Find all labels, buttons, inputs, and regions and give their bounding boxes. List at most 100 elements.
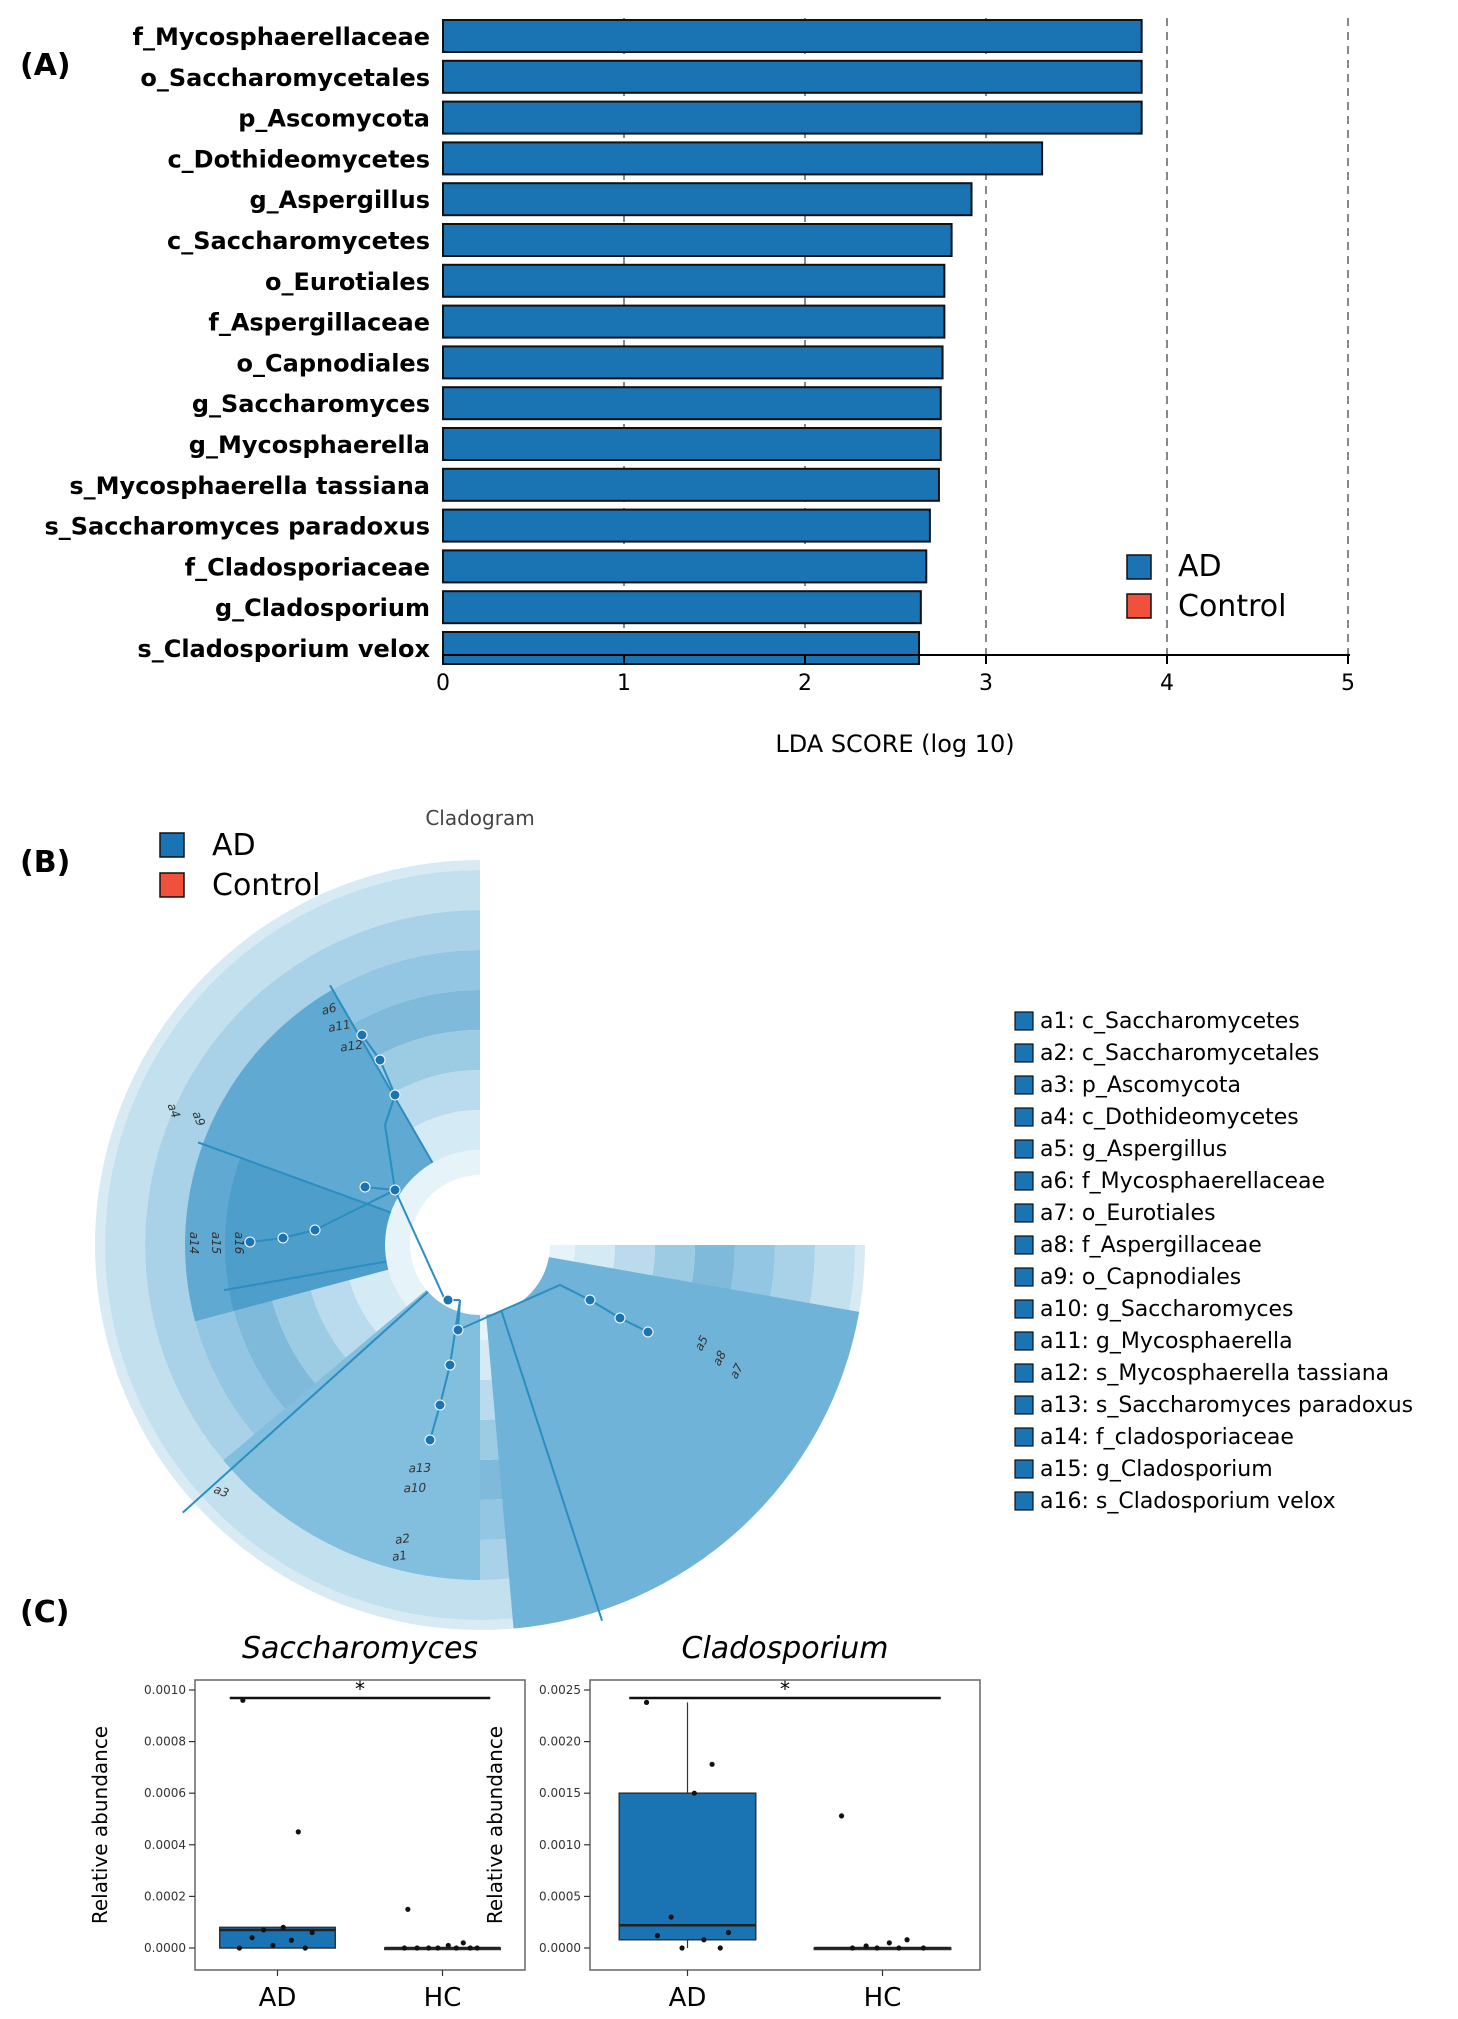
boxplot-point: [654, 1933, 661, 1939]
cladogram-key-entry: a11: g_Mycosphaerella: [1040, 1329, 1293, 1354]
lda-bar: [442, 386, 942, 421]
cladogram-node: [444, 1359, 456, 1371]
boxplot-point: [920, 1945, 927, 1951]
cladogram-key-entry: a14: f_cladosporiaceae: [1040, 1425, 1294, 1450]
boxplot-title: Cladosporium: [682, 1631, 889, 1666]
boxplot-y-axis-label: Relative abundance: [88, 1726, 112, 1924]
lda-bar: [442, 631, 921, 665]
lda-bar: [442, 304, 946, 339]
boxplot-point: [426, 1945, 432, 1951]
boxplot-point: [295, 1829, 301, 1835]
boxplot-x-tick-label: HC: [424, 1983, 462, 2013]
cladogram-node: [614, 1312, 626, 1324]
cladogram-key-swatch: [1014, 1075, 1034, 1095]
lda-category-label: o_Saccharomycetales: [140, 64, 430, 92]
boxplot-y-tick-label: 0.0010: [144, 1683, 186, 1697]
cladogram-node: [584, 1294, 596, 1306]
cladogram-node: [356, 1029, 368, 1041]
boxplot-point: [249, 1935, 255, 1941]
boxplot-point: [668, 1914, 674, 1920]
boxplot-point: [414, 1945, 420, 1951]
cladogram-key-entry: a16: s_Cladosporium velox: [1040, 1489, 1336, 1514]
lda-bar: [442, 59, 1143, 94]
cladogram-node: [424, 1434, 436, 1446]
lda-bar: [442, 467, 940, 502]
lda-legend: AD Control: [1126, 549, 1286, 624]
lda-bar: [442, 263, 946, 298]
lda-category-label: c_Dothideomycetes: [167, 145, 430, 173]
lda-category-label: g_Aspergillus: [249, 186, 430, 214]
cladogram-node-label: a16: [232, 1232, 246, 1255]
cladogram-node-label: a6: [320, 1000, 338, 1017]
lda-category-label: f_Mycosphaerellaceae: [133, 23, 430, 51]
cladogram-edge: [249, 1237, 284, 1243]
clade-boundary-ray: [329, 984, 434, 1164]
cladogram-edge: [429, 1404, 441, 1441]
boxplot-point: [405, 1906, 411, 1912]
boxplot-point: [270, 1942, 276, 1949]
lda-category-label: o_Capnodiales: [237, 349, 430, 377]
clado-legend-ad-label: AD: [212, 828, 256, 863]
boxplot-point: [401, 1945, 407, 1951]
boxplot-y-tick-label: 0.0000: [539, 1941, 581, 1955]
lda-bar: [442, 182, 973, 217]
lda-category-label: c_Saccharomycetes: [167, 227, 430, 255]
lda-category-label: g_Mycosphaerella: [189, 431, 430, 459]
boxplot-point: [904, 1937, 910, 1943]
boxplot-point: [717, 1945, 723, 1951]
cladosporium-boxplot: Cladosporium 0.0000 0.0005 0.0010 0.0015 0.00…: [483, 1631, 981, 2013]
cladogram-key-swatch: [1014, 1107, 1034, 1127]
cladogram-node-label: a9: [190, 1109, 208, 1128]
boxplot-point: [886, 1940, 892, 1946]
cladogram-key-entry: a7: o_Eurotiales: [1040, 1201, 1216, 1226]
boxplot-point: [474, 1945, 480, 1951]
cladogram-key-entry: a3: p_Ascomycota: [1040, 1073, 1241, 1098]
cladogram-key-entry: a5: g_Aspergillus: [1040, 1137, 1227, 1162]
cladogram-node-label: a12: [339, 1038, 363, 1055]
lda-category-label: o_Eurotiales: [265, 268, 430, 296]
boxplot-point: [701, 1937, 707, 1943]
cladogram-nodes: [244, 1029, 654, 1446]
boxplot-point: [709, 1761, 715, 1767]
lda-category-labels: f_Mycosphaerellaceae o_Saccharomycetalesp…: [44, 23, 430, 663]
lda-category-label: s_Saccharomyces paradoxus: [44, 513, 430, 541]
boxplot-point: [679, 1945, 685, 1951]
clado-legend-ad-swatch: [159, 832, 185, 858]
cladogram-node: [309, 1224, 321, 1236]
cladogram-edge: [457, 1283, 591, 1331]
lda-category-label: f_Cladosporiaceae: [185, 553, 430, 581]
cladogram-key-swatch: [1014, 1043, 1034, 1063]
boxplot-point: [896, 1945, 902, 1951]
lda-x-tick-label: 2: [798, 671, 812, 696]
lda-bars: [442, 19, 1143, 665]
lda-legend-ad-label: AD: [1178, 549, 1222, 584]
cladogram-node: [277, 1232, 289, 1244]
cladogram-edge: [394, 1189, 446, 1301]
lda-bar: [442, 19, 1143, 53]
boxplot-y-tick-label: 0.0006: [144, 1786, 186, 1800]
panel-a-label: (A): [20, 48, 71, 83]
boxplot-box: [618, 1792, 757, 1941]
lda-legend-control-label: Control: [1178, 589, 1286, 624]
cladogram-key: a1: c_Saccharomycetes a2: c_Saccharomycet…: [1014, 1009, 1413, 1514]
clade-sector-a10: [223, 1289, 480, 1580]
lda-category-label: p_Ascomycota: [238, 105, 430, 133]
boxplot-point: [236, 1945, 242, 1951]
lda-bar: [442, 141, 1044, 176]
cladogram-key-swatch: [1014, 1171, 1034, 1191]
cladogram-key-entry: a8: f_Aspergillaceae: [1040, 1233, 1262, 1258]
lda-bar-chart: f_Mycosphaerellaceae o_Saccharomycetalesp…: [44, 18, 1355, 758]
clado-legend-control-swatch: [159, 872, 185, 898]
cladogram-key-swatch: [1014, 1235, 1034, 1255]
boxplot-point: [445, 1942, 451, 1949]
boxplot-point: [467, 1945, 473, 1951]
boxplot-point: [309, 1929, 315, 1936]
cladogram-key-swatch: [1014, 1395, 1034, 1415]
panel-b-label: (B): [20, 845, 70, 880]
cladogram-node: [642, 1326, 654, 1338]
cladogram-key-entry: a1: c_Saccharomycetes: [1040, 1009, 1300, 1034]
boxplot-significance-marker: *: [355, 1677, 365, 1701]
cladogram-node: [389, 1184, 401, 1196]
cladogram-key-entry: a10: g_Saccharomyces: [1040, 1297, 1293, 1322]
